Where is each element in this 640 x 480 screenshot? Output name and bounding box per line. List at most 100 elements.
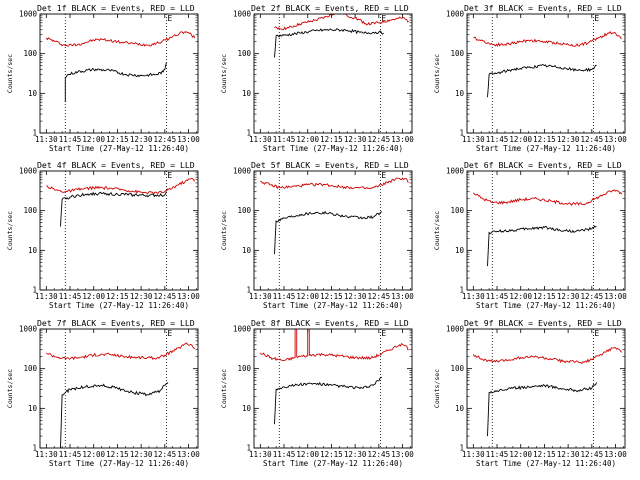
- panel-4: Det 4f BLACK = Events, RED = LLD Counts/s…: [6, 160, 200, 310]
- y-tick-label: 1: [459, 444, 464, 453]
- x-tick-label: 11:45: [486, 135, 509, 144]
- plot-frame: [39, 328, 199, 449]
- plot-frame: [39, 170, 199, 291]
- y-tick-label: 1: [32, 129, 37, 138]
- y-tick-label: 1: [246, 129, 251, 138]
- x-axis-label: Start Time (27-May-12 11:26:40): [263, 144, 403, 153]
- x-tick-label: 11:45: [59, 292, 82, 301]
- y-tick-label: 10: [242, 246, 252, 255]
- x-tick-label: 11:30: [462, 292, 485, 301]
- x-tick-label: 12:30: [557, 450, 580, 459]
- x-tick-label: 12:45: [368, 135, 391, 144]
- y-tick-label: 1000: [233, 325, 252, 334]
- y-tick-label: 1000: [446, 325, 465, 334]
- y-tick-label: 100: [450, 364, 464, 373]
- events-series-line: [487, 64, 597, 98]
- lld-series-line: [45, 31, 196, 47]
- event-marker-label: E: [167, 329, 172, 338]
- x-tick-label: 11:30: [249, 450, 272, 459]
- lld-series-line: [46, 177, 196, 195]
- x-tick-label: 11:45: [59, 450, 82, 459]
- plot-frame: [466, 328, 626, 449]
- x-tick-label: 11:45: [59, 135, 82, 144]
- y-tick-label: 100: [23, 206, 37, 215]
- x-tick-label: 12:15: [320, 292, 343, 301]
- x-tick-label: 13:00: [177, 450, 200, 459]
- x-axis-label: Start Time (27-May-12 11:26:40): [49, 301, 189, 310]
- panel-5: Det 5f BLACK = Events, RED = LLD Counts/s…: [220, 160, 414, 310]
- events-series-line: [60, 382, 169, 448]
- x-tick-label: 13:00: [391, 450, 414, 459]
- x-axis-label: Start Time (27-May-12 11:26:40): [49, 459, 189, 468]
- event-marker-label: E: [381, 329, 386, 338]
- event-marker-label: E: [381, 171, 386, 180]
- lld-series-line: [260, 177, 409, 190]
- events-series-line: [487, 382, 598, 437]
- y-tick-label: 1: [32, 444, 37, 453]
- events-series-line: [487, 225, 597, 267]
- y-axis-label: Counts/sec: [6, 369, 14, 408]
- lld-series-line: [274, 14, 410, 31]
- y-tick-label: 1: [246, 444, 251, 453]
- y-axis-label: Counts/sec: [433, 211, 441, 250]
- y-tick-label: 1000: [446, 10, 465, 19]
- y-tick-label: 10: [242, 404, 252, 413]
- event-marker-label: E: [167, 14, 172, 23]
- y-tick-label: 1: [459, 286, 464, 295]
- x-tick-label: 13:00: [391, 135, 414, 144]
- y-tick-label: 10: [242, 89, 252, 98]
- y-tick-label: 100: [450, 206, 464, 215]
- y-tick-label: 10: [28, 404, 38, 413]
- x-axis-label: Start Time (27-May-12 11:26:40): [476, 459, 616, 468]
- panel-7: Det 7f BLACK = Events, RED = LLD Counts/s…: [6, 318, 200, 468]
- x-tick-label: 12:15: [320, 135, 343, 144]
- panel-title: Det 3f BLACK = Events, RED = LLD: [464, 3, 622, 13]
- y-tick-label: 100: [237, 364, 251, 373]
- x-axis-label: Start Time (27-May-12 11:26:40): [49, 144, 189, 153]
- x-tick-label: 12:30: [130, 292, 153, 301]
- events-series-line: [274, 376, 383, 425]
- x-tick-label: 13:00: [604, 135, 627, 144]
- x-tick-label: 12:15: [106, 135, 129, 144]
- x-tick-label: 12:30: [130, 450, 153, 459]
- y-tick-label: 10: [455, 246, 465, 255]
- x-tick-label: 12:00: [296, 450, 319, 459]
- y-tick-label: 100: [23, 364, 37, 373]
- x-tick-label: 12:45: [368, 292, 391, 301]
- y-tick-label: 10: [28, 89, 38, 98]
- x-tick-label: 12:15: [320, 450, 343, 459]
- y-axis-label: Counts/sec: [433, 369, 441, 408]
- y-axis-label: Counts/sec: [6, 54, 14, 93]
- x-tick-label: 12:15: [106, 292, 129, 301]
- x-tick-label: 12:30: [344, 292, 367, 301]
- x-tick-label: 11:45: [486, 292, 509, 301]
- plot-frame: [253, 13, 413, 134]
- x-tick-label: 13:00: [604, 292, 627, 301]
- panel-title: Det 7f BLACK = Events, RED = LLD: [37, 318, 195, 328]
- x-axis-label: Start Time (27-May-12 11:26:40): [476, 144, 616, 153]
- y-axis-label: Counts/sec: [433, 54, 441, 93]
- x-tick-label: 11:30: [35, 450, 58, 459]
- panel-title: Det 1f BLACK = Events, RED = LLD: [37, 3, 195, 13]
- y-tick-label: 1: [246, 286, 251, 295]
- y-tick-label: 1000: [19, 167, 38, 176]
- y-axis-label: Counts/sec: [6, 211, 14, 250]
- y-tick-label: 100: [237, 206, 251, 215]
- events-series-line: [274, 28, 384, 58]
- x-tick-label: 11:30: [35, 292, 58, 301]
- event-marker-label: E: [594, 171, 599, 180]
- x-tick-label: 12:45: [368, 450, 391, 459]
- x-tick-label: 12:30: [344, 450, 367, 459]
- x-tick-label: 12:45: [581, 135, 604, 144]
- panel-title: Det 8f BLACK = Events, RED = LLD: [251, 318, 409, 328]
- y-tick-label: 1000: [446, 167, 465, 176]
- panel-8: Det 8f BLACK = Events, RED = LLD Counts/s…: [220, 318, 414, 468]
- y-tick-label: 100: [237, 49, 251, 58]
- panel-title: Det 5f BLACK = Events, RED = LLD: [251, 160, 409, 170]
- x-tick-label: 12:00: [82, 135, 105, 144]
- x-tick-label: 12:00: [296, 292, 319, 301]
- x-tick-label: 12:15: [533, 292, 556, 301]
- y-tick-label: 1000: [233, 10, 252, 19]
- x-tick-label: 12:45: [154, 135, 177, 144]
